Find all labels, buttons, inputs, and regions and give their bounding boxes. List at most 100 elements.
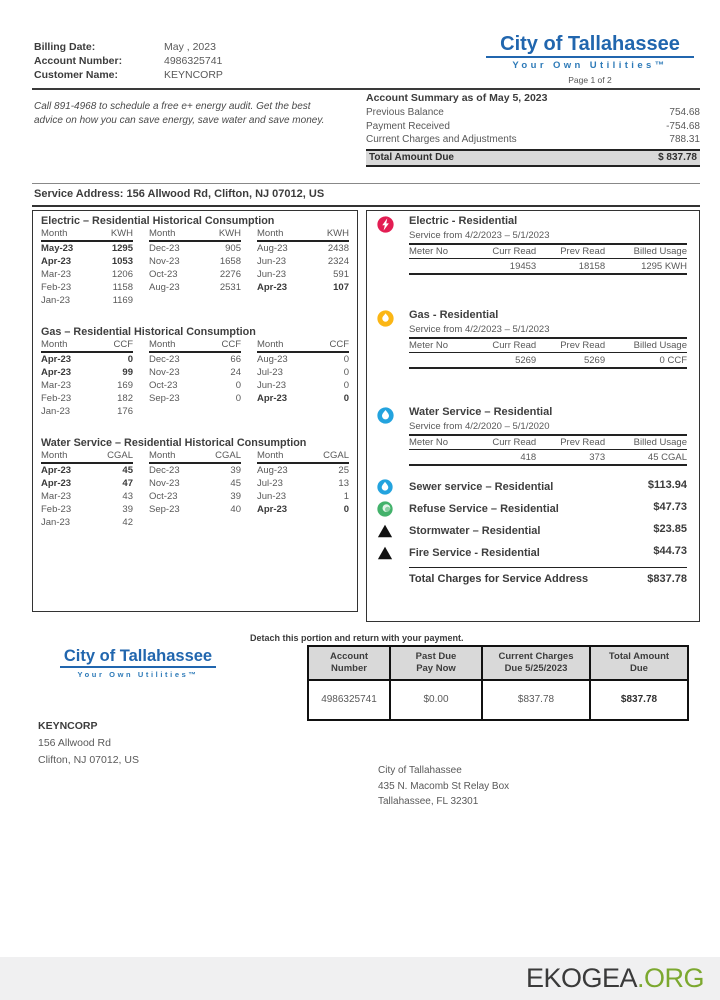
total-amount-due-value: $ 837.78 [658,152,697,163]
month-cell: Aug-23 [257,465,288,476]
charge-label: Stormwater – Residential [409,525,541,537]
charge-amount: $47.73 [653,501,687,513]
history-row: Nov-23 1658 [149,255,241,268]
month-cell: Dec-23 [149,354,180,365]
remit-city: Tallahassee, FL 32301 [378,796,479,807]
logo-title: City of Tallahassee [500,33,680,55]
value-cell: 0 [235,380,241,391]
meter-header-row: Meter No Curr Read Prev Read Billed Usage [409,338,687,353]
meter-data-cell [409,259,469,275]
account-number-value: 4986325741 [164,55,223,67]
month-header: Month [149,450,176,461]
history-column-body: Apr-23 0 Apr-23 99 Mar-23 169 Feb-23 182 Jan-23 1… [41,352,133,418]
history-row: Jan-23 42 [41,516,133,529]
footer-brand-suffix: .ORG [636,963,705,993]
history-column-2: Month CCF Aug-23 0 Jul-23 0 Jun-23 0 Apr-23 0 [257,339,349,418]
stub-header-cell: Past Due Pay Now [389,645,483,681]
history-column-header: Month CGAL [149,450,241,463]
charges-total-amount: $837.78 [647,573,687,585]
billing-date-label: Billing Date: [34,41,96,53]
history-column-body: Aug-23 2438 Jun-23 2324 Jun-23 591 Apr-23 107 [257,241,349,294]
history-column-header: Month KWH [149,228,241,241]
meter-table-head: Meter No Curr Read Prev Read Billed Usage [409,244,687,259]
value-cell: 1658 [219,256,241,267]
month-cell: Nov-23 [149,367,180,378]
history-column-table: Month KWH Dec-23 905 Nov-23 1658 Oct-23 2276 Aug… [149,228,241,294]
history-column-table: Month CCF Dec-23 66 Nov-23 24 Oct-23 0 Sep-23 0 [149,339,241,405]
meter-table-body: 5269 5269 0 CCF [409,353,687,369]
month-cell: Aug-23 [257,243,288,254]
payment-received-value: -754.68 [666,120,700,132]
charge-amount: $113.94 [647,479,687,491]
service-block-0: Electric - Residential Service from 4/2/2… [377,215,687,275]
month-header: Month [41,228,68,239]
meter-data-row: 5269 5269 0 CCF [409,353,687,369]
service-title: Water Service – Residential [409,406,553,418]
meter-header-cell: Prev Read [560,437,606,448]
fire-icon-glyph [377,546,393,560]
meter-data-cell [409,353,469,369]
unit-header: KWH [326,228,349,239]
history-row: May-23 1295 [41,241,133,255]
meter-header-cell: Curr Read [492,437,537,448]
history-row: Dec-23 905 [149,241,241,255]
previous-balance-label: Previous Balance [366,107,444,118]
service-period: Service from 4/2/2023 – 5/1/2023 [409,324,550,335]
history-row: Aug-23 0 [257,352,349,366]
history-column-body: Dec-23 905 Nov-23 1658 Oct-23 2276 Aug-23 2531 [149,241,241,294]
logo-underline [486,56,694,58]
value-cell: 1206 [111,269,133,280]
gas-icon-glyph [377,310,394,327]
service-title: Electric - Residential [409,215,518,227]
value-cell: 591 [333,269,349,280]
history-column-body: Apr-23 45 Apr-23 47 Mar-23 43 Feb-23 39 Jan-23 42 [41,463,133,529]
month-cell: Mar-23 [41,491,72,502]
value-cell: 47 [122,478,133,489]
history-header-row: Month KWH [149,228,241,241]
history-row: Jan-23 176 [41,405,133,418]
value-cell: 1158 [112,282,133,293]
value-cell: 45 [230,478,241,489]
value-cell: 13 [338,478,349,489]
meter-header-cell: Meter No [409,437,449,448]
logo-title-stub: City of Tallahassee [63,647,213,665]
history-row: Sep-23 0 [149,392,241,405]
history-column-header: Month CGAL [257,450,349,463]
month-cell: Apr-23 [41,465,72,476]
history-header-row: Month KWH [257,228,349,241]
current-services-panel: Electric - Residential Service from 4/2/2… [366,210,700,622]
previous-balance-value: 754.68 [669,107,700,118]
history-table-title: Gas – Residential Historical Consumption [41,326,256,338]
meter-data-cell: 373 [589,451,606,463]
total-amount-due-label: Total Amount Due [369,152,454,163]
history-column-1: Month CGAL Dec-23 39 Nov-23 45 Oct-23 39 Sep-23 4… [149,450,241,529]
meter-header-cell: Billed Usage [633,340,687,351]
value-cell: 2531 [219,282,241,293]
charge-row-0: Sewer service – Residential $113.94 [377,479,687,495]
history-header-row: Month CGAL [149,450,241,463]
history-table-columns: Month CGAL Apr-23 45 Apr-23 47 Mar-23 43 Feb-23 3… [41,450,349,529]
service-title: Gas - Residential [409,309,499,321]
stub-value-cell: $0.00 [389,678,483,721]
account-summary: Account Summary as of May 5, 2023 Previo… [366,92,700,167]
meter-header-cell: Prev Read [560,340,606,351]
sewer-icon [377,479,409,495]
history-column-header: Month KWH [257,228,349,241]
history-row: Nov-23 45 [149,477,241,490]
water-icon [377,407,409,424]
history-row: Jan-23 1169 [41,294,133,307]
fire-icon [377,545,409,561]
history-row: Oct-23 2276 [149,268,241,281]
refuse-icon [377,501,409,517]
value-cell: 905 [225,243,241,254]
service-content: Gas - Residential Service from 4/2/2023 –… [409,309,687,369]
payment-stub-table: Account Number Past Due Pay Now Current Ch… [307,645,689,721]
history-row: Apr-23 107 [257,281,349,294]
stub-value-cell: 4986325741 [307,678,391,721]
month-cell: Apr-23 [41,478,72,489]
value-cell: 2324 [327,256,349,267]
charge-row-2: Stormwater – Residential $23.85 [377,523,687,539]
meter-table: Meter No Curr Read Prev Read Billed Usage 19… [409,243,687,275]
history-row: Jun-23 591 [257,268,349,281]
